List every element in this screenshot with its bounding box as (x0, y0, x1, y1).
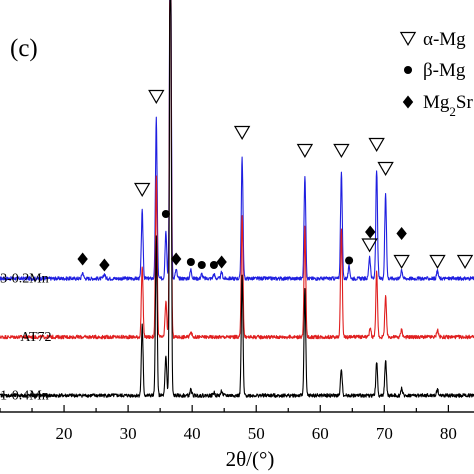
x-tick-label: 60 (312, 424, 329, 443)
legend-label: β-Mg (423, 60, 466, 81)
series-label: AT73-0.2Mn (0, 272, 49, 287)
alpha-mg-marker (233, 125, 251, 141)
mg2sr-marker (396, 227, 407, 240)
beta-mg-marker (345, 256, 354, 265)
x-tick-label: 20 (56, 424, 73, 443)
series-line-at73-0-2mn (0, 0, 474, 281)
legend-label: Mg2Sr (423, 92, 473, 119)
beta-mg-marker (161, 209, 170, 219)
mg2sr-marker (402, 95, 414, 109)
mg2sr-marker (77, 252, 88, 266)
alpha-mg-marker (399, 31, 417, 47)
x-tick-label: 70 (376, 424, 393, 443)
alpha-mg-marker (296, 143, 314, 159)
beta-mg-marker (403, 65, 413, 75)
series-label: AT71-0.4Mn (0, 389, 49, 404)
alpha-mg-marker (368, 137, 385, 153)
x-tick-label: 30 (120, 424, 137, 443)
alpha-mg-marker (393, 254, 410, 270)
alpha-mg-marker (377, 161, 394, 177)
mg2sr-marker (365, 225, 376, 239)
alpha-mg-marker (429, 254, 446, 270)
beta-mg-marker (209, 260, 218, 270)
alpha-mg-marker (148, 89, 165, 105)
series-label: AT72 (20, 330, 51, 345)
x-axis: 20 30 40 50 60 70 80 (0, 405, 457, 443)
x-axis-title: 2θ/(°) (226, 447, 275, 471)
legend-label: α-Mg (423, 29, 466, 50)
alpha-mg-marker (134, 182, 151, 198)
alpha-mg-marker (361, 238, 378, 253)
alpha-mg-marker (456, 254, 474, 270)
series-layer: AT73-0.2Mn AT72 AT71-0.4Mn (0, 0, 474, 404)
series-line-at72 (0, 0, 474, 340)
x-tick-label: 50 (248, 424, 265, 443)
legend: α-Mg β-Mg Mg2Sr (399, 29, 473, 119)
peak-annotations (77, 89, 474, 272)
panel-label: (c) (10, 35, 38, 62)
beta-mg-marker (197, 260, 206, 270)
mg2sr-marker (99, 258, 110, 272)
series-line-at71-0-4mn (0, 0, 474, 398)
mg2sr-marker (216, 255, 227, 269)
alpha-mg-marker (333, 143, 350, 159)
beta-mg-marker (186, 257, 195, 267)
mg2sr-marker (170, 252, 182, 266)
plot-frame (0, 411, 474, 413)
x-tick-label: 40 (184, 424, 201, 443)
x-tick-label: 80 (440, 424, 457, 443)
